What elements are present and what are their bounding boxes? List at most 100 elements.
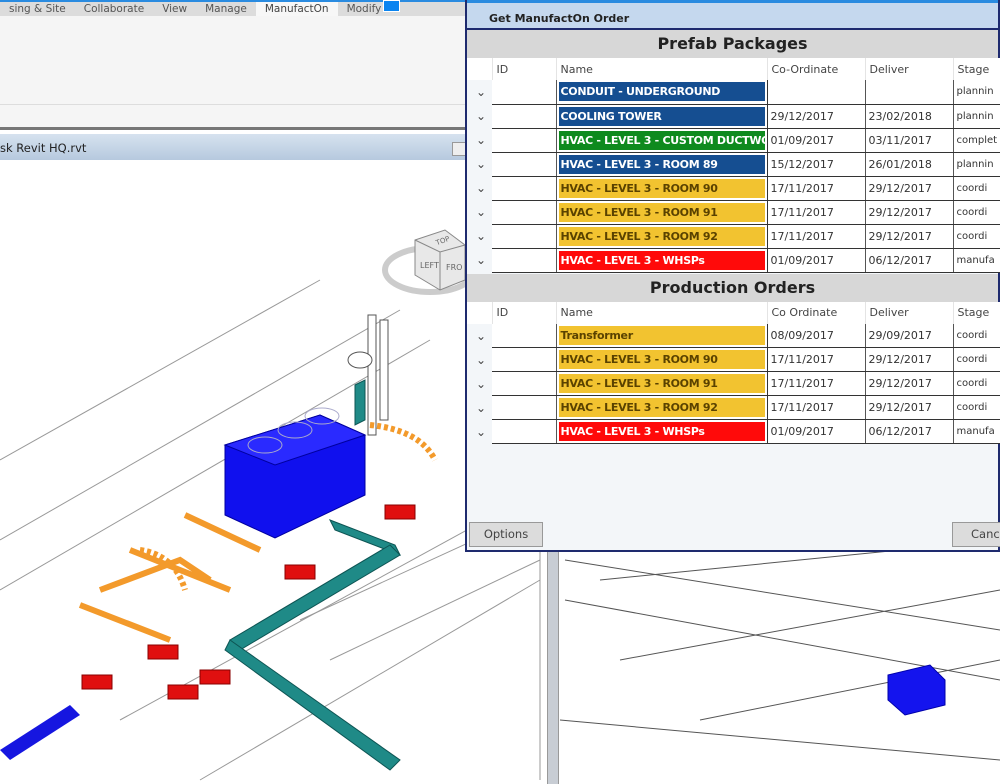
expand-chevron-icon[interactable]: ⌄	[467, 347, 492, 372]
table-row[interactable]: ⌄ HVAC - LEVEL 3 - ROOM 92 17/11/2017 29/12…	[467, 224, 1000, 249]
tab-view[interactable]: View	[162, 3, 188, 15]
cell-id[interactable]	[492, 200, 557, 225]
table-row[interactable]: ⌄ HVAC - LEVEL 3 - ROOM 91 17/11/2017 29/12…	[467, 371, 1000, 396]
expand-chevron-icon[interactable]: ⌄	[467, 104, 492, 128]
cell-deliver[interactable]: 29/09/2017	[865, 323, 954, 348]
cell-stage[interactable]: manufa	[953, 248, 1000, 273]
cell-stage[interactable]: coordi	[953, 347, 1000, 372]
cell-name[interactable]: COOLING TOWER	[556, 104, 768, 129]
cell-stage[interactable]: coordi	[953, 395, 1000, 420]
cell-coordinate[interactable]: 01/09/2017	[767, 419, 866, 444]
view-splitter[interactable]	[547, 552, 559, 784]
cell-stage[interactable]: coordi	[953, 371, 1000, 396]
cell-coordinate[interactable]: 17/11/2017	[767, 224, 866, 249]
cell-deliver[interactable]: 29/12/2017	[865, 176, 954, 201]
expand-chevron-icon[interactable]: ⌄	[467, 224, 492, 248]
cell-deliver[interactable]: 06/12/2017	[865, 419, 954, 444]
expand-chevron-icon[interactable]: ⌄	[467, 200, 492, 224]
tab-manage[interactable]: Manage	[205, 3, 247, 15]
cell-id[interactable]	[492, 152, 557, 177]
col-id[interactable]: ID	[492, 58, 557, 80]
tab-collaborate[interactable]: Collaborate	[83, 3, 145, 15]
cell-coordinate[interactable]: 15/12/2017	[767, 152, 866, 177]
col-deliver[interactable]: Deliver	[865, 301, 954, 324]
expand-chevron-icon[interactable]: ⌄	[467, 152, 492, 176]
cancel-button[interactable]: Cance	[952, 522, 1000, 547]
cell-id[interactable]	[492, 323, 557, 348]
cell-deliver[interactable]: 29/12/2017	[865, 371, 954, 396]
cell-name[interactable]: HVAC - LEVEL 3 - ROOM 90	[556, 347, 768, 372]
table-row[interactable]: ⌄ HVAC - LEVEL 3 - ROOM 90 17/11/2017 29/12…	[467, 347, 1000, 372]
cell-coordinate[interactable]	[767, 80, 866, 105]
table-row[interactable]: ⌄ HVAC - LEVEL 3 - ROOM 91 17/11/2017 29/12…	[467, 200, 1000, 225]
cell-coordinate[interactable]: 01/09/2017	[767, 128, 866, 153]
expand-chevron-icon[interactable]: ⌄	[467, 323, 492, 348]
3d-viewport[interactable]: TOP LEFT FRO	[0, 160, 1000, 784]
expand-chevron-icon[interactable]: ⌄	[467, 371, 492, 396]
cell-id[interactable]	[492, 104, 557, 129]
table-row[interactable]: ⌄ COOLING TOWER 29/12/2017 23/02/2018 planni…	[467, 104, 1000, 129]
tab-massing-site[interactable]: sing & Site	[9, 3, 66, 15]
table-row[interactable]: ⌄ HVAC - LEVEL 3 - ROOM 90 17/11/2017 29/12…	[467, 176, 1000, 201]
tab-manufacton[interactable]: ManufactOn	[255, 2, 338, 16]
cell-coordinate[interactable]: 17/11/2017	[767, 347, 866, 372]
col-name[interactable]: Name	[556, 58, 768, 80]
col-deliver[interactable]: Deliver	[865, 58, 954, 80]
expand-chevron-icon[interactable]: ⌄	[467, 176, 492, 200]
cell-stage[interactable]: manufa	[953, 419, 1000, 444]
cell-deliver[interactable]: 23/02/2018	[865, 104, 954, 129]
cell-name[interactable]: HVAC - LEVEL 3 - ROOM 91	[556, 371, 768, 396]
cell-deliver[interactable]: 06/12/2017	[865, 248, 954, 273]
expand-chevron-icon[interactable]: ⌄	[467, 395, 492, 420]
expand-chevron-icon[interactable]: ⌄	[467, 419, 492, 444]
col-coordinate[interactable]: Co Ordinate	[767, 301, 866, 324]
cell-deliver[interactable]	[865, 80, 954, 105]
cell-id[interactable]	[492, 419, 557, 444]
table-row[interactable]: ⌄ HVAC - LEVEL 3 - ROOM 92 17/11/2017 29/12…	[467, 395, 1000, 420]
table-row[interactable]: ⌄ HVAC - LEVEL 3 - WHSPs 01/09/2017 06/12/2…	[467, 248, 1000, 273]
cell-id[interactable]	[492, 248, 557, 273]
table-row[interactable]: ⌄ HVAC - LEVEL 3 - WHSPs 01/09/2017 06/12/2…	[467, 419, 1000, 444]
cell-deliver[interactable]: 29/12/2017	[865, 200, 954, 225]
cell-name[interactable]: HVAC - LEVEL 3 - ROOM 92	[556, 224, 768, 249]
cell-name[interactable]: HVAC - LEVEL 3 - WHSPs	[556, 419, 768, 444]
cell-stage[interactable]: plannin	[953, 104, 1000, 129]
cell-deliver[interactable]: 29/12/2017	[865, 347, 954, 372]
cell-name[interactable]: HVAC - LEVEL 3 - WHSPs	[556, 248, 768, 273]
expand-chevron-icon[interactable]: ⌄	[467, 80, 492, 104]
col-stage[interactable]: Stage	[953, 301, 1000, 324]
cell-id[interactable]	[492, 224, 557, 249]
cell-name[interactable]: CONDUIT - UNDERGROUND	[556, 80, 768, 105]
cell-id[interactable]	[492, 80, 557, 105]
cell-coordinate[interactable]: 29/12/2017	[767, 104, 866, 129]
cell-stage[interactable]: coordi	[953, 176, 1000, 201]
cell-name[interactable]: HVAC - LEVEL 3 - ROOM 89	[556, 152, 768, 177]
cell-id[interactable]	[492, 347, 557, 372]
col-name[interactable]: Name	[556, 301, 768, 324]
cell-name[interactable]: HVAC - LEVEL 3 - ROOM 90	[556, 176, 768, 201]
col-coordinate[interactable]: Co-Ordinate	[767, 58, 866, 80]
cell-coordinate[interactable]: 01/09/2017	[767, 248, 866, 273]
cell-id[interactable]	[492, 128, 557, 153]
table-row[interactable]: ⌄ Transformer 08/09/2017 29/09/2017 coordi	[467, 323, 1000, 348]
cell-id[interactable]	[492, 395, 557, 420]
cell-id[interactable]	[492, 176, 557, 201]
table-row[interactable]: ⌄ CONDUIT - UNDERGROUND plannin	[467, 80, 1000, 105]
options-button[interactable]: Options	[469, 522, 543, 547]
quick-access-button[interactable]	[383, 0, 400, 12]
cell-stage[interactable]: coordi	[953, 224, 1000, 249]
expand-chevron-icon[interactable]: ⌄	[467, 128, 492, 152]
cell-coordinate[interactable]: 17/11/2017	[767, 395, 866, 420]
cell-coordinate[interactable]: 08/09/2017	[767, 323, 866, 348]
cell-deliver[interactable]: 03/11/2017	[865, 128, 954, 153]
view-restore-button[interactable]	[452, 142, 466, 156]
table-row[interactable]: ⌄ HVAC - LEVEL 3 - CUSTOM DUCTWORK 01/09/2…	[467, 128, 1000, 153]
cell-id[interactable]	[492, 371, 557, 396]
cell-coordinate[interactable]: 17/11/2017	[767, 371, 866, 396]
cell-stage[interactable]: coordi	[953, 200, 1000, 225]
cell-deliver[interactable]: 29/12/2017	[865, 224, 954, 249]
col-id[interactable]: ID	[492, 301, 557, 324]
cell-stage[interactable]: plannin	[953, 80, 1000, 105]
cell-coordinate[interactable]: 17/11/2017	[767, 200, 866, 225]
tab-modify[interactable]: Modify	[346, 3, 382, 15]
